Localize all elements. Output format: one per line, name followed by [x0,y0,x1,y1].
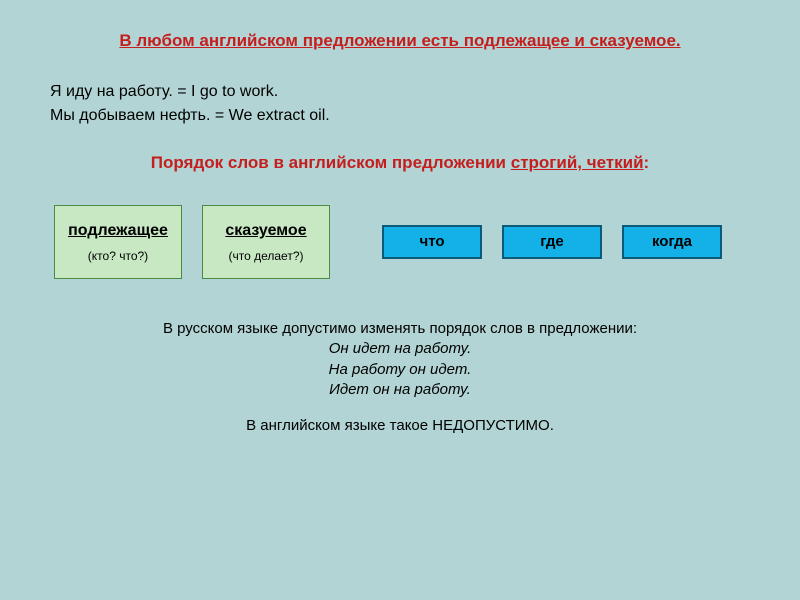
word-order-box-when: когда [622,225,722,259]
example-line-2: Мы добываем нефть. = We extract oil. [50,105,750,127]
slide-title: В любом английском предложении есть подл… [50,30,750,53]
word-order-box-subject: подлежащее (кто? что?) [54,205,182,279]
subject-label: подлежащее [68,220,168,242]
word-order-box-where: где [502,225,602,259]
what-label: что [419,232,444,252]
predicate-sub: (что делает?) [228,248,303,264]
subject-sub: (кто? что?) [88,248,148,264]
word-order-row: подлежащее (кто? что?) сказуемое (что де… [50,205,750,279]
word-order-box-what: что [382,225,482,259]
predicate-label: сказуемое [225,220,306,242]
slide-root: В любом английском предложении есть подл… [0,0,800,600]
where-label: где [540,232,564,252]
example-sentences: Я иду на работу. = I go to work. Мы добы… [50,81,750,126]
subtitle-suffix: : [644,153,650,172]
subtitle-prefix: Порядок слов в английском предложении [151,153,511,172]
russian-ex-2: На работу он идет. [50,360,750,380]
subtitle-underlined: строгий, четкий [511,153,644,172]
russian-note-intro: В русском языке допустимо изменять поряд… [50,319,750,339]
russian-note-conclusion: В английском языке такое НЕДОПУСТИМО. [50,416,750,436]
russian-ex-1: Он идет на работу. [50,339,750,359]
example-line-1: Я иду на работу. = I go to work. [50,81,750,103]
word-order-subtitle: Порядок слов в английском предложении ст… [50,152,750,175]
note-spacer [50,400,750,416]
russian-note-block: В русском языке допустимо изменять поряд… [50,319,750,436]
word-order-box-predicate: сказуемое (что делает?) [202,205,330,279]
russian-ex-3: Идет он на работу. [50,380,750,400]
when-label: когда [652,232,692,252]
